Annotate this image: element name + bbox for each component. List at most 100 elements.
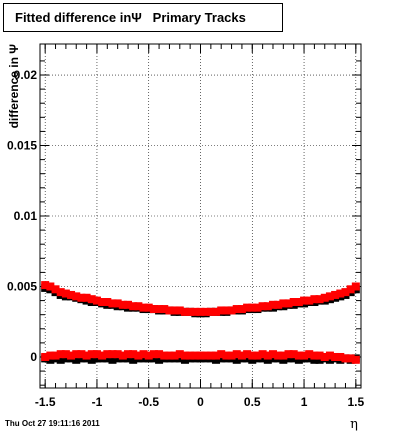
data-point-series-2 xyxy=(98,298,107,306)
data-point-series-3 xyxy=(77,354,86,363)
data-point-series-4 xyxy=(186,351,195,360)
data-point-series-2 xyxy=(351,282,360,291)
data-point-series-3 xyxy=(92,354,101,363)
data-point-series-2 xyxy=(243,303,252,312)
data-point-series-4 xyxy=(201,351,210,360)
data-point-series-3 xyxy=(258,354,267,363)
x-tick-label: -1.5 xyxy=(35,395,56,409)
data-point-series-2 xyxy=(191,307,200,316)
data-point-series-3 xyxy=(268,354,277,363)
data-point-series-4 xyxy=(300,351,309,360)
data-point-series-2 xyxy=(113,299,122,308)
data-point-series-3 xyxy=(61,354,70,363)
data-point-series-2 xyxy=(41,281,50,290)
data-point-series-4 xyxy=(206,351,215,360)
data-point-series-3 xyxy=(129,355,138,364)
data-point-series-2 xyxy=(144,303,153,312)
data-point-series-4 xyxy=(284,350,293,359)
data-point-series-4 xyxy=(237,351,246,360)
data-point-series-2 xyxy=(232,305,241,314)
x-tick-label: 0.5 xyxy=(244,395,261,409)
data-point-series-4 xyxy=(232,350,241,359)
data-point-series-3 xyxy=(108,355,117,364)
data-point-series-4 xyxy=(258,350,267,359)
data-point-series-3 xyxy=(72,355,81,364)
data-point-series-4 xyxy=(139,350,148,359)
data-point-series-2 xyxy=(279,299,288,308)
data-point-series-4 xyxy=(175,350,184,359)
data-point-series-2 xyxy=(248,303,257,312)
data-point-series-2 xyxy=(124,300,133,309)
data-point-series-3 xyxy=(325,355,334,364)
timestamp-footer: Thu Oct 27 19:11:16 2011 xyxy=(5,419,100,428)
data-point-series-2 xyxy=(315,295,324,304)
data-point-series-2 xyxy=(46,282,55,291)
y-tick-label: 0.02 xyxy=(14,68,38,82)
data-point-series-2 xyxy=(196,307,205,316)
data-point-series-4 xyxy=(274,351,283,360)
data-point-series-4 xyxy=(108,350,117,359)
data-point-series-2 xyxy=(274,300,283,309)
data-point-series-3 xyxy=(243,354,252,363)
data-point-series-2 xyxy=(346,285,355,294)
y-tick-label: 0.01 xyxy=(14,209,38,223)
data-point-series-2 xyxy=(186,307,195,316)
data-point-series-2 xyxy=(341,288,350,297)
data-point-series-3 xyxy=(305,354,314,363)
data-point-series-4 xyxy=(196,351,205,360)
data-point-series-2 xyxy=(67,290,76,299)
data-point-series-3 xyxy=(263,355,272,364)
data-point-series-2 xyxy=(206,307,215,316)
data-point-series-3 xyxy=(289,354,298,363)
y-axis-label: difference in Ψ xyxy=(7,44,21,129)
data-point-series-2 xyxy=(258,302,267,311)
data-point-series-2 xyxy=(118,300,127,309)
data-point-series-4 xyxy=(279,351,288,360)
data-points xyxy=(41,281,360,364)
data-point-series-3 xyxy=(248,355,257,364)
data-point-series-4 xyxy=(118,351,127,360)
data-point-series-3 xyxy=(139,354,148,363)
x-tick-label: 0 xyxy=(197,395,204,409)
grid-lines xyxy=(40,44,361,388)
data-point-series-2 xyxy=(149,305,158,314)
data-point-series-3 xyxy=(103,354,112,363)
data-point-series-4 xyxy=(155,350,164,359)
data-point-series-4 xyxy=(341,354,350,363)
data-point-series-2 xyxy=(268,300,277,309)
data-point-series-4 xyxy=(227,351,236,360)
data-point-series-3 xyxy=(217,354,226,363)
data-point-series-4 xyxy=(170,351,179,360)
x-axis-label: η xyxy=(350,417,358,432)
data-point-series-2 xyxy=(160,305,169,314)
data-point-series-2 xyxy=(77,293,86,302)
data-point-series-2 xyxy=(284,299,293,308)
data-point-series-3 xyxy=(87,355,96,364)
data-point-series-2 xyxy=(129,302,138,311)
data-point-series-3 xyxy=(294,355,303,364)
data-point-series-4 xyxy=(41,352,50,361)
data-point-series-4 xyxy=(310,351,319,360)
y-tick-label: 0 xyxy=(30,350,37,364)
data-point-series-4 xyxy=(315,351,324,360)
data-point-series-4 xyxy=(103,350,112,359)
data-point-series-2 xyxy=(175,306,184,315)
data-point-series-4 xyxy=(289,350,298,359)
data-point-series-3 xyxy=(315,355,324,364)
data-point-series-2 xyxy=(134,302,143,311)
data-point-series-2 xyxy=(92,296,101,305)
data-point-series-3 xyxy=(149,354,158,363)
data-point-series-4 xyxy=(51,351,60,360)
data-point-series-3 xyxy=(46,355,55,364)
data-point-series-4 xyxy=(124,350,133,359)
data-point-series-2 xyxy=(305,296,314,305)
data-point-series-4 xyxy=(92,350,101,359)
data-point-series-2 xyxy=(253,303,262,312)
x-tick-label: -1 xyxy=(92,395,103,409)
data-point-series-2 xyxy=(72,292,81,301)
data-point-series-4 xyxy=(243,350,252,359)
data-point-series-3 xyxy=(124,354,133,363)
data-point-series-4 xyxy=(248,351,257,360)
data-point-series-4 xyxy=(331,352,340,361)
